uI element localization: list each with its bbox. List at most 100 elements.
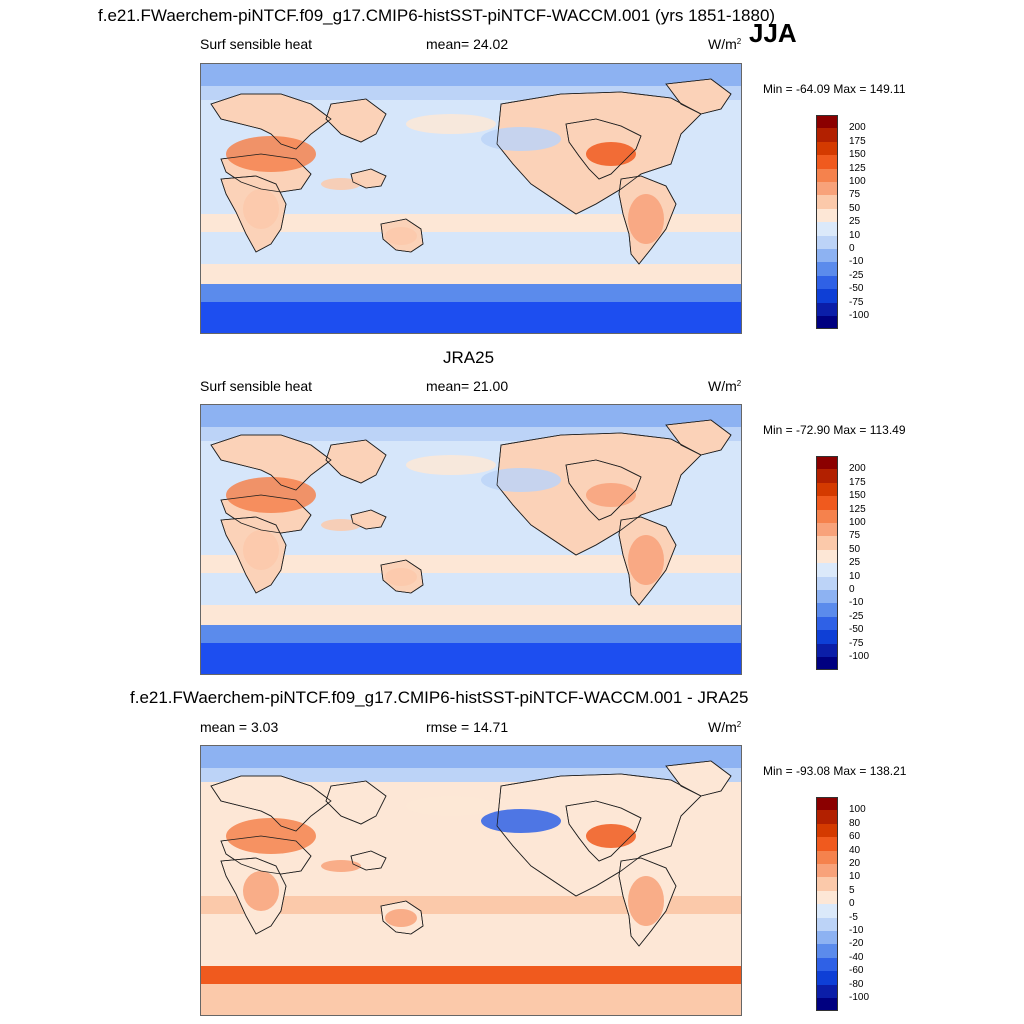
colorbar-swatch — [816, 877, 838, 891]
field-anomaly — [406, 114, 496, 134]
panel3-units: W/m2 — [708, 719, 742, 735]
colorbar-tick-label: 10 — [849, 229, 861, 241]
colorbar-swatch — [816, 115, 838, 129]
southern-mid-band — [201, 605, 741, 625]
colorbar-swatch — [816, 890, 838, 905]
coastline — [210, 434, 332, 491]
panel3-minmax: Min = -93.08 Max = 138.21 — [763, 764, 907, 778]
colorbar-swatch — [816, 235, 838, 249]
panel3-rmse-label: rmse = 14.71 — [426, 719, 509, 735]
coastline — [220, 835, 312, 875]
colorbar-swatch — [816, 141, 838, 156]
panel3-map — [200, 745, 742, 1016]
colorbar-tick-label: 20 — [849, 858, 861, 869]
coastline — [350, 509, 387, 530]
southern-mid-band — [201, 946, 741, 966]
colorbar-swatch — [816, 917, 838, 931]
subtropic-band — [201, 896, 741, 914]
colorbar-tick-label: 25 — [849, 557, 861, 569]
colorbar-tick-label: -80 — [849, 978, 864, 990]
colorbar-tick-label: 10 — [849, 570, 861, 582]
subtropic-band — [201, 555, 741, 573]
coastline — [325, 98, 387, 143]
subtropic-band — [201, 214, 741, 232]
colorbar-tick-label: 80 — [849, 817, 861, 829]
colorbar-swatch — [816, 657, 838, 671]
colorbar-swatch — [816, 155, 838, 169]
coastline — [325, 780, 387, 825]
field-anomaly — [586, 483, 636, 507]
coastline — [350, 850, 387, 871]
coastline — [618, 857, 677, 947]
colorbar-swatch — [816, 823, 838, 838]
colorbar-swatch — [816, 195, 838, 209]
field-anomaly — [628, 194, 664, 244]
colorbar-swatch — [816, 168, 838, 182]
coastline — [496, 91, 702, 215]
colorbar-tick-label: -60 — [849, 965, 864, 977]
colorbar-swatch — [816, 316, 838, 330]
colorbar-swatch — [816, 998, 838, 1012]
arctic-band — [201, 64, 741, 86]
field-anomaly — [481, 127, 561, 151]
colorbar-swatch — [816, 616, 838, 631]
colorbar-tick-label: -10 — [849, 925, 864, 936]
colorbar-swatch — [816, 456, 838, 470]
panel1-mean-label: mean= 24.02 — [426, 36, 509, 52]
field-anomaly — [628, 876, 664, 926]
colorbar-swatch — [816, 837, 838, 851]
colorbar-tick-label: -75 — [849, 296, 864, 308]
panel1-map — [200, 63, 742, 334]
colorbar-swatch — [816, 289, 838, 303]
panel2-map — [200, 404, 742, 675]
southern-ocean-band — [201, 625, 741, 643]
colorbar-swatch — [816, 931, 838, 945]
colorbar-tick-label: 125 — [849, 503, 866, 515]
panel2-map-svg — [201, 405, 741, 674]
panel1-minmax: Min = -64.09 Max = 149.11 — [763, 82, 906, 96]
field-anomaly — [406, 796, 496, 816]
colorbar-tick-label: 100 — [849, 804, 866, 816]
colorbar-tick-label: 100 — [849, 176, 866, 187]
panel3-map-svg — [201, 746, 741, 1015]
colorbar-swatch — [816, 523, 838, 537]
coastline — [665, 760, 732, 797]
colorbar-tick-label: 75 — [849, 189, 861, 201]
arctic-band — [201, 746, 741, 768]
coastline — [665, 78, 732, 115]
coastline — [565, 800, 642, 862]
colorbar-swatch — [816, 182, 838, 196]
colorbar-swatch — [816, 590, 838, 604]
field-anomaly — [586, 824, 636, 848]
colorbar-swatch — [816, 262, 838, 276]
coastline — [565, 118, 642, 180]
coastline — [220, 857, 287, 935]
coastline — [380, 559, 424, 594]
colorbar-tick-label: 0 — [849, 898, 855, 910]
arctic-band — [201, 405, 741, 427]
colorbar-swatch — [816, 944, 838, 958]
panel2-title: JRA25 — [443, 348, 495, 367]
coastline — [210, 775, 332, 832]
field-anomaly — [226, 136, 316, 172]
colorbar-tick-label: 175 — [849, 476, 866, 488]
colorbar-swatch — [816, 576, 838, 590]
field-anomaly — [243, 189, 279, 229]
colorbar-swatch — [816, 810, 838, 824]
colorbar-tick-label: 100 — [849, 517, 866, 528]
coastline — [220, 494, 312, 534]
colorbar-tick-label: -100 — [849, 992, 870, 1003]
colorbar-swatch — [816, 509, 838, 523]
coastline — [380, 218, 424, 253]
panel2-variable-label: Surf sensible heat — [200, 378, 313, 394]
field-anomaly — [226, 818, 316, 854]
colorbar-tick-label: -75 — [849, 637, 864, 649]
field-anomaly — [481, 809, 561, 833]
colorbar-swatch — [816, 128, 838, 142]
colorbar-swatch — [816, 302, 838, 316]
field-anomaly — [321, 519, 361, 531]
panel3-mean-label: mean = 3.03 — [200, 719, 279, 735]
colorbar-tick-label: 75 — [849, 530, 861, 542]
coastline — [220, 516, 287, 594]
colorbar-swatch — [816, 469, 838, 483]
